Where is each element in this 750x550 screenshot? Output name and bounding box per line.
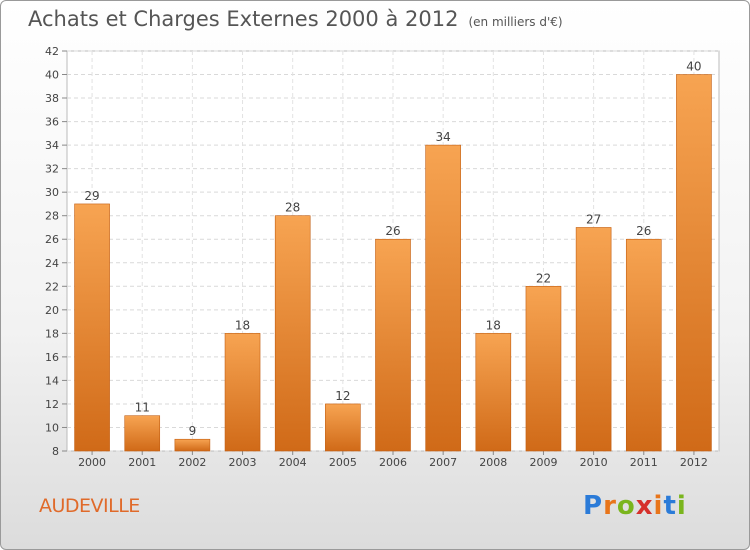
y-tick-label: 28 xyxy=(45,210,59,223)
data-label-2002: 9 xyxy=(189,424,197,438)
x-tick-label: 2007 xyxy=(429,456,457,469)
x-tick-label: 2002 xyxy=(178,456,206,469)
data-label-2010: 27 xyxy=(586,212,601,226)
x-tick-label: 2008 xyxy=(479,456,507,469)
x-tick-label: 2005 xyxy=(329,456,357,469)
data-label-2008: 18 xyxy=(486,318,501,332)
y-tick-label: 34 xyxy=(45,139,59,152)
y-tick-label: 38 xyxy=(45,92,59,105)
bar-layer xyxy=(74,74,712,452)
chart-title: Achats et Charges Externes 2000 à 2012 xyxy=(28,7,459,31)
y-tick-label: 40 xyxy=(45,69,59,82)
bar-2002 xyxy=(174,438,211,452)
x-tick-label: 2001 xyxy=(128,456,156,469)
bar-2011 xyxy=(625,238,662,452)
y-tick-label: 18 xyxy=(45,327,59,340)
y-tick-label: 8 xyxy=(52,445,59,458)
logo-letter: t xyxy=(663,491,677,521)
label-layer: 8 10 12 14 16 18 20 22 24 26 28 30 32 34 36 38 40 42 29 200… xyxy=(45,45,708,469)
bar-2000 xyxy=(74,203,110,452)
x-tick-label: 2003 xyxy=(229,456,257,469)
logo-letter: i xyxy=(676,491,687,521)
bar-2004 xyxy=(274,215,311,452)
logo-letter: o xyxy=(616,491,636,521)
y-tick-label: 16 xyxy=(45,351,59,364)
data-label-2000: 29 xyxy=(84,189,99,203)
bar-2010 xyxy=(575,227,612,452)
y-tick-label: 36 xyxy=(45,116,59,129)
data-label-2006: 26 xyxy=(385,224,400,238)
y-tick-label: 20 xyxy=(45,304,59,317)
bar-2003 xyxy=(224,333,261,452)
chart-unit: (en milliers d'€) xyxy=(468,15,563,29)
y-tick-label: 24 xyxy=(45,257,59,270)
data-label-2003: 18 xyxy=(235,318,250,332)
bar-2009 xyxy=(525,285,562,452)
data-label-2005: 12 xyxy=(335,389,350,403)
bar-2007 xyxy=(425,144,461,452)
y-tick-label: 32 xyxy=(45,163,59,176)
y-tick-label: 10 xyxy=(45,421,59,434)
logo-letter: x xyxy=(635,491,654,521)
x-tick-label: 2011 xyxy=(630,456,658,469)
x-tick-label: 2010 xyxy=(580,456,608,469)
y-tick-label: 30 xyxy=(45,186,59,199)
y-tick-label: 14 xyxy=(45,374,59,387)
data-label-2009: 22 xyxy=(536,271,551,285)
data-label-2007: 34 xyxy=(436,130,451,144)
logo-letter: P xyxy=(583,491,604,521)
y-tick-label: 42 xyxy=(45,45,59,58)
x-tick-label: 2009 xyxy=(529,456,557,469)
y-tick-label: 12 xyxy=(45,398,59,411)
data-label-2004: 28 xyxy=(285,201,300,215)
logo-letter: r xyxy=(603,491,617,521)
proxiti-logo: Proxiti xyxy=(583,491,687,521)
location-name: AUDEVILLE xyxy=(39,495,140,517)
bar-2005 xyxy=(325,403,361,452)
data-label-2011: 26 xyxy=(636,224,651,238)
data-label-2012: 40 xyxy=(686,60,701,74)
data-label-2001: 11 xyxy=(135,401,150,415)
logo-letter: i xyxy=(653,491,664,521)
bar-2006 xyxy=(375,238,411,452)
x-tick-label: 2000 xyxy=(78,456,106,469)
chart-title-block: Achats et Charges Externes 2000 à 2012 (e… xyxy=(28,7,563,31)
x-tick-label: 2006 xyxy=(379,456,407,469)
bar-2008 xyxy=(475,333,512,452)
bar-2001 xyxy=(124,415,161,452)
x-tick-label: 2012 xyxy=(680,456,708,469)
y-tick-label: 26 xyxy=(45,233,59,246)
x-tick-label: 2004 xyxy=(279,456,307,469)
y-tick-label: 22 xyxy=(45,280,59,293)
bar-2012 xyxy=(676,74,712,452)
